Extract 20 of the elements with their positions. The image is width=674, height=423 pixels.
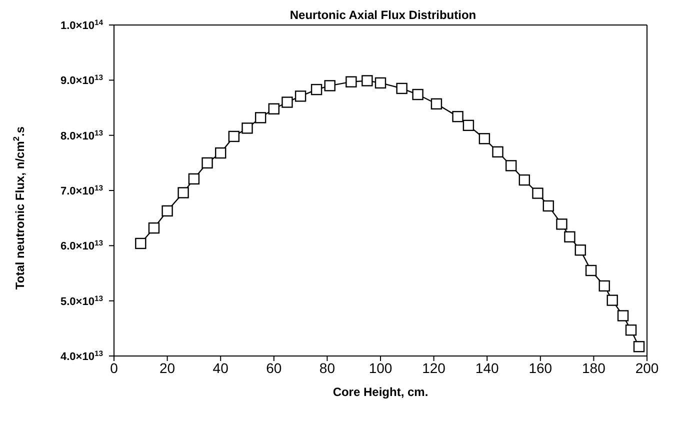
x-tick-label: 80: [319, 360, 336, 376]
chart-title: Neurtonic Axial Flux Distribution: [290, 8, 476, 22]
x-tick-label: 120: [422, 360, 446, 376]
x-tick-label: 0: [110, 360, 118, 376]
x-tick-label: 20: [160, 360, 176, 376]
y-tick-label: 7.0×10$^{13}$: [60, 183, 103, 198]
y-tick-label: 9.0×10$^{13}$: [60, 72, 103, 88]
x-tick-label: 160: [528, 360, 552, 376]
x-tick-label: 180: [582, 360, 606, 376]
x-tick-label: 200: [635, 360, 659, 376]
x-tick-label: 40: [212, 360, 229, 376]
x-tick-label: 100: [368, 360, 392, 376]
y-tick-label: 1.0×10$^{14}$: [60, 18, 104, 32]
y-tick-label: 6.0×10$^{13}$: [60, 238, 103, 253]
y-tick-label: 5.0×10$^{13}$: [60, 293, 103, 308]
x-tick-label: 140: [475, 360, 499, 376]
y-tick-label: 4.0×10$^{13}$: [60, 348, 103, 363]
y-tick-label: 8.0×10$^{13}$: [60, 128, 103, 142]
x-tick-label: 60: [266, 360, 282, 376]
x-axis-title: Core Height, cm.: [332, 385, 428, 399]
